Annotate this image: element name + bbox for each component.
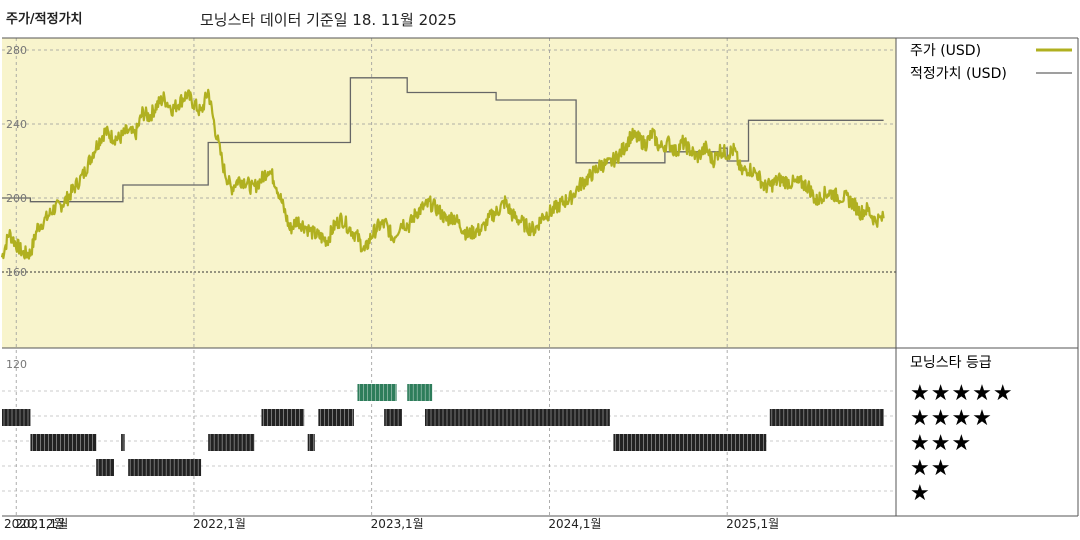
y-tick-label: 240: [6, 118, 27, 131]
y-tick-label: 120: [6, 358, 27, 371]
rating-band-4-stars: [769, 409, 884, 426]
rating-band-fill: [307, 434, 315, 451]
price-line: [0, 88, 885, 260]
y-tick-label: 200: [6, 192, 27, 205]
rating-band-2-stars: [96, 459, 114, 476]
rating-band-3-stars: [613, 434, 767, 451]
x-tick-label: 2021,1월: [15, 517, 68, 531]
x-tick-label: 2020,12월: [4, 517, 65, 531]
rating-row-4-stars: ★★★★: [910, 406, 993, 431]
x-tick-label: 2022,1월: [193, 517, 246, 531]
chart-title: 주가/적정가치: [6, 12, 83, 27]
rating-bands: [2, 384, 884, 476]
x-tick-label: 2023,1월: [371, 517, 424, 531]
price-series: [0, 88, 885, 260]
rating-band-fill: [425, 409, 610, 426]
rating-panel-title: 모닝스타 등급: [910, 355, 992, 371]
rating-row-5-stars: ★★★★★: [910, 381, 1014, 406]
rating-band-3-stars: [121, 434, 125, 451]
rating-band-fill: [96, 459, 114, 476]
y-tick-label: 160: [6, 266, 27, 279]
rating-band-fill: [769, 409, 884, 426]
price-panel-background: [2, 38, 896, 348]
rating-band-3-stars: [208, 434, 255, 451]
rating-panel-background: [2, 348, 896, 516]
rating-band-4-stars: [318, 409, 354, 426]
x-tick-label: 2025,1월: [726, 517, 779, 531]
rating-band-3-stars: [307, 434, 315, 451]
rating-band-4-stars: [2, 409, 31, 426]
rating-band-5-stars: [407, 384, 433, 401]
rating-band-2-stars: [128, 459, 202, 476]
x-tick-label: 2024,1월: [548, 517, 601, 531]
rating-band-4-stars: [261, 409, 305, 426]
rating-band-fill: [407, 384, 433, 401]
chart-subtitle: 모닝스타 데이터 기준일 18. 11월 2025: [200, 11, 457, 29]
rating-band-fill: [30, 434, 97, 451]
rating-band-fill: [384, 409, 402, 426]
rating-band-4-stars: [425, 409, 610, 426]
rating-band-fill: [261, 409, 305, 426]
rating-band-fill: [208, 434, 255, 451]
rating-row-2-stars: ★★: [910, 456, 951, 481]
rating-band-5-stars: [357, 384, 397, 401]
rating-row-3-stars: ★★★: [910, 431, 972, 456]
rating-band-3-stars: [30, 434, 97, 451]
rating-band-4-stars: [384, 409, 402, 426]
legend-fair-value-label: 적정가치 (USD): [910, 66, 1007, 82]
rating-row-1-star: ★: [910, 481, 931, 506]
legend-price-label: 주가 (USD): [910, 43, 981, 59]
y-tick-label: 280: [6, 44, 27, 57]
